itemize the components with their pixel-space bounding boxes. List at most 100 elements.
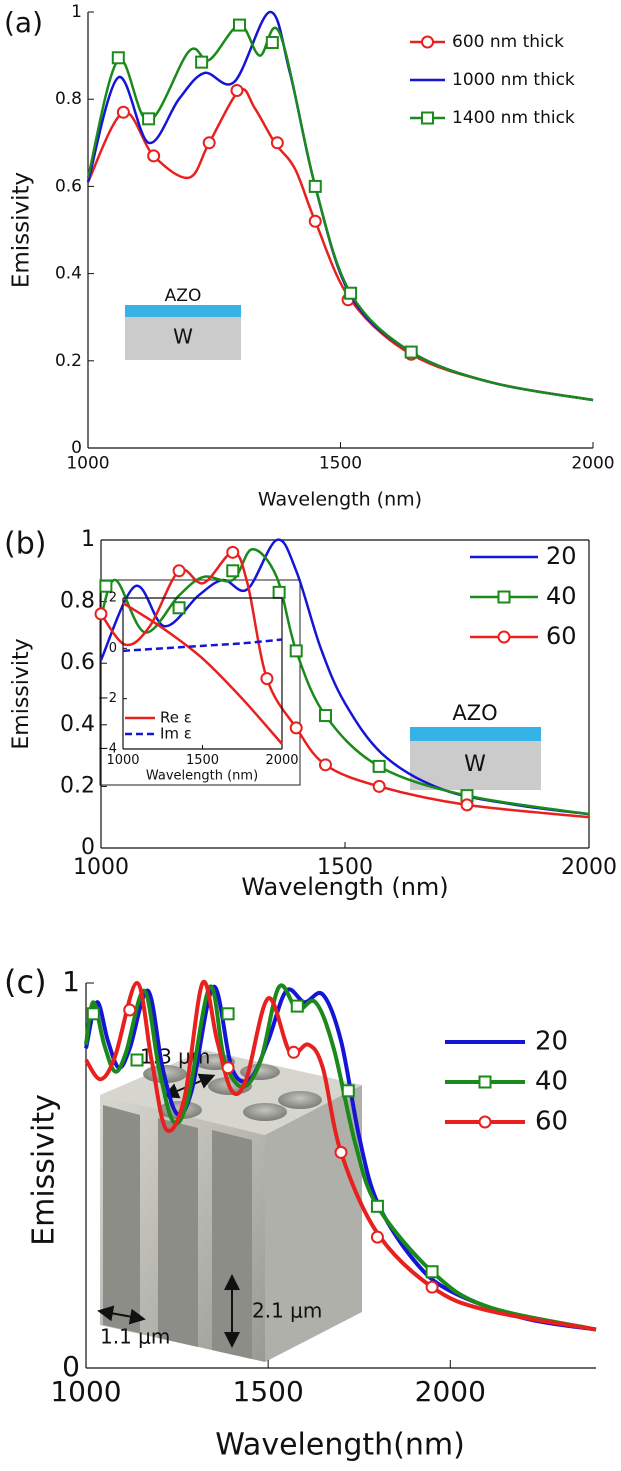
y-tick-label: 2 xyxy=(109,591,117,606)
x-tick-label: 1500 xyxy=(186,753,219,768)
x-tick-label: 1500 xyxy=(317,855,373,880)
panel-label: (b) xyxy=(4,527,46,562)
marker xyxy=(230,83,244,97)
marker xyxy=(221,1061,235,1075)
marker xyxy=(172,564,186,578)
y-tick-label: 0.4 xyxy=(55,264,82,284)
y-tick-label: 0 xyxy=(71,438,82,458)
marker xyxy=(272,585,286,599)
y-tick-label: 0.2 xyxy=(60,773,95,798)
w-label: W xyxy=(464,752,486,777)
marker xyxy=(341,1084,355,1098)
marker xyxy=(289,721,303,735)
x-tick-label: 1000 xyxy=(106,753,139,768)
series-line xyxy=(122,638,283,653)
y-tick-label: 0.6 xyxy=(55,176,82,196)
legend-label: 60 xyxy=(535,1107,568,1137)
y-tick-label: 0.8 xyxy=(55,89,82,109)
marker xyxy=(404,345,418,359)
w-label: W xyxy=(173,325,193,349)
marker xyxy=(142,112,156,126)
marker xyxy=(289,644,303,658)
y-axis-label: Emissivity xyxy=(9,638,34,749)
marker xyxy=(226,545,240,559)
y-tick-label: 0.4 xyxy=(60,712,95,737)
marker xyxy=(460,798,474,812)
chart-panel: 1000 1500 2000 0 0.2 0.4 0.6 0.8 1 600 nm thick 10… xyxy=(4,2,615,511)
marker xyxy=(233,18,246,32)
legend-label: 40 xyxy=(546,582,577,610)
y-tick-label: 0.2 xyxy=(55,351,82,371)
marker xyxy=(344,286,358,300)
marker xyxy=(425,1280,439,1294)
marker xyxy=(99,579,113,593)
legend-marker xyxy=(497,590,511,604)
x-axis-label: Wavelength (nm) xyxy=(258,489,422,511)
legend-marker xyxy=(478,1075,492,1089)
y-tick-label: −4 xyxy=(98,742,117,757)
y-tick-label: 1 xyxy=(71,2,82,22)
x-tick-label: 1000 xyxy=(50,1375,121,1408)
chart-panel: 1000 1500 200000.20.40.60.81204060(b)Wavel… xyxy=(4,527,617,902)
legend-label: 1000 nm thick xyxy=(452,70,575,90)
legend-label: Re ε xyxy=(160,709,192,727)
marker xyxy=(221,1007,235,1021)
y-tick-label: 1 xyxy=(81,527,95,552)
marker xyxy=(226,564,240,578)
x-tick-label: 2000 xyxy=(571,453,614,473)
x-tick-label: 1500 xyxy=(319,453,362,473)
azo-layer xyxy=(410,727,541,741)
marker xyxy=(270,136,284,150)
y-axis-label: Emissivity xyxy=(9,172,35,288)
x-tick-label: 2000 xyxy=(415,1375,486,1408)
y-tick-label: 0 xyxy=(81,835,95,860)
y-tick-label: 0.6 xyxy=(60,650,95,675)
marker xyxy=(308,179,322,193)
marker xyxy=(334,1145,348,1159)
depth-label: 2.1 μm xyxy=(252,1299,322,1323)
panel-label: (c) xyxy=(4,963,47,1001)
legend-label: 60 xyxy=(546,622,577,650)
marker xyxy=(147,149,161,163)
series-line xyxy=(84,983,597,1332)
azo-label: AZO xyxy=(165,286,202,306)
panel-label: (a) xyxy=(4,6,43,39)
legend-label: 40 xyxy=(535,1067,568,1097)
inset-chart: 1000 1500 2000 2 0 −2 −4 Re εIm ε Wavelength (nm… xyxy=(98,591,299,784)
marker xyxy=(116,105,130,119)
diameter-label: 1.1 μm xyxy=(100,1325,170,1349)
x-tick-label: 1000 xyxy=(73,855,129,880)
legend-marker xyxy=(497,630,511,644)
legend-marker xyxy=(421,111,434,125)
legend-label: 1400 nm thick xyxy=(452,108,575,128)
marker xyxy=(318,758,332,772)
marker xyxy=(111,51,125,65)
y-tick-label: 0 xyxy=(62,1350,80,1383)
marker xyxy=(265,36,279,50)
w-layer xyxy=(125,317,241,360)
marker xyxy=(290,999,304,1013)
x-tick-label: 2000 xyxy=(561,855,617,880)
inset-x-axis-label: Wavelength (nm) xyxy=(146,769,258,784)
y-tick-label: −2 xyxy=(98,691,117,706)
legend-label: 20 xyxy=(546,542,577,570)
marker xyxy=(172,601,186,615)
marker xyxy=(94,607,108,621)
series-line xyxy=(122,601,283,745)
legend-label: Im ε xyxy=(160,725,192,743)
marker xyxy=(370,1199,384,1213)
marker xyxy=(370,1230,384,1244)
legend-label: 600 nm thick xyxy=(452,32,564,52)
marker xyxy=(86,1007,100,1021)
chart-panel: 1000 1500 2000 0 1 20 40 60 (c) Wavelength(nm) Emi… xyxy=(4,963,597,1463)
marker xyxy=(318,709,332,723)
marker xyxy=(195,55,209,69)
structure-illustration xyxy=(97,1050,362,1362)
marker xyxy=(308,214,322,228)
y-axis-label: Emissivity xyxy=(27,1094,62,1246)
marker xyxy=(425,1265,439,1279)
marker xyxy=(130,1053,144,1067)
y-tick-label: 1 xyxy=(62,965,80,998)
